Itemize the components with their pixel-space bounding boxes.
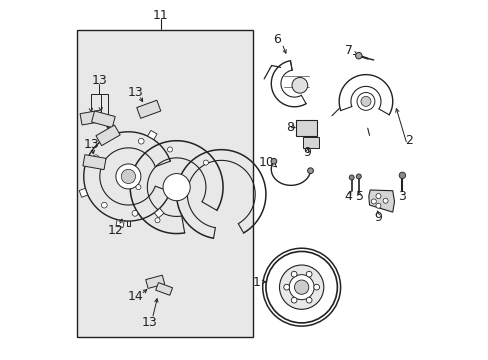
Circle shape (356, 93, 374, 111)
Circle shape (291, 297, 296, 303)
Circle shape (262, 248, 340, 326)
Text: 11: 11 (152, 9, 168, 22)
Circle shape (382, 198, 387, 203)
Circle shape (264, 250, 338, 324)
Circle shape (138, 138, 144, 144)
Circle shape (291, 271, 296, 277)
Circle shape (360, 96, 370, 107)
Text: 14: 14 (127, 289, 143, 303)
Text: 2: 2 (405, 134, 413, 147)
Circle shape (283, 284, 289, 290)
Text: 4: 4 (344, 190, 351, 203)
Circle shape (375, 194, 380, 199)
Circle shape (355, 53, 361, 59)
Polygon shape (137, 100, 161, 118)
Circle shape (288, 275, 313, 300)
Polygon shape (368, 190, 394, 212)
Text: 7: 7 (345, 44, 352, 57)
Text: 1: 1 (252, 276, 260, 289)
Polygon shape (155, 283, 172, 295)
Text: 9: 9 (303, 146, 310, 159)
Text: 13: 13 (127, 86, 143, 99)
Circle shape (270, 158, 276, 164)
Polygon shape (100, 130, 109, 140)
Circle shape (348, 175, 353, 180)
Circle shape (116, 164, 141, 189)
Circle shape (398, 172, 405, 179)
Circle shape (279, 265, 323, 309)
Circle shape (370, 199, 376, 204)
Circle shape (305, 271, 311, 277)
Polygon shape (154, 208, 163, 218)
Circle shape (313, 284, 319, 290)
Polygon shape (145, 275, 164, 288)
Circle shape (132, 211, 138, 216)
Bar (77, 30, 253, 337)
FancyBboxPatch shape (295, 120, 316, 136)
Text: 6: 6 (272, 33, 280, 46)
Polygon shape (80, 110, 103, 125)
Text: 12: 12 (108, 224, 123, 237)
Text: 5: 5 (355, 190, 363, 203)
Polygon shape (79, 188, 87, 197)
Circle shape (265, 251, 337, 323)
Polygon shape (83, 155, 106, 170)
Circle shape (101, 202, 107, 208)
Polygon shape (91, 111, 115, 127)
Text: 13: 13 (91, 74, 107, 87)
Circle shape (155, 218, 160, 223)
Circle shape (356, 174, 361, 179)
Text: 8: 8 (285, 121, 293, 134)
Polygon shape (96, 125, 120, 146)
Text: 3: 3 (398, 190, 406, 203)
Circle shape (167, 147, 172, 152)
Text: 10: 10 (259, 156, 274, 169)
Circle shape (307, 168, 313, 174)
Circle shape (263, 249, 339, 325)
FancyBboxPatch shape (303, 138, 318, 148)
Circle shape (93, 155, 99, 161)
Text: 13: 13 (142, 316, 158, 329)
Polygon shape (147, 130, 157, 140)
Circle shape (203, 160, 208, 165)
Text: 13: 13 (83, 138, 99, 151)
Circle shape (375, 203, 380, 208)
Polygon shape (116, 220, 124, 228)
Circle shape (305, 297, 311, 303)
Circle shape (121, 169, 135, 184)
Circle shape (136, 185, 141, 190)
Circle shape (294, 280, 308, 294)
Circle shape (163, 174, 190, 201)
Text: 9: 9 (373, 211, 381, 224)
Circle shape (291, 77, 307, 93)
